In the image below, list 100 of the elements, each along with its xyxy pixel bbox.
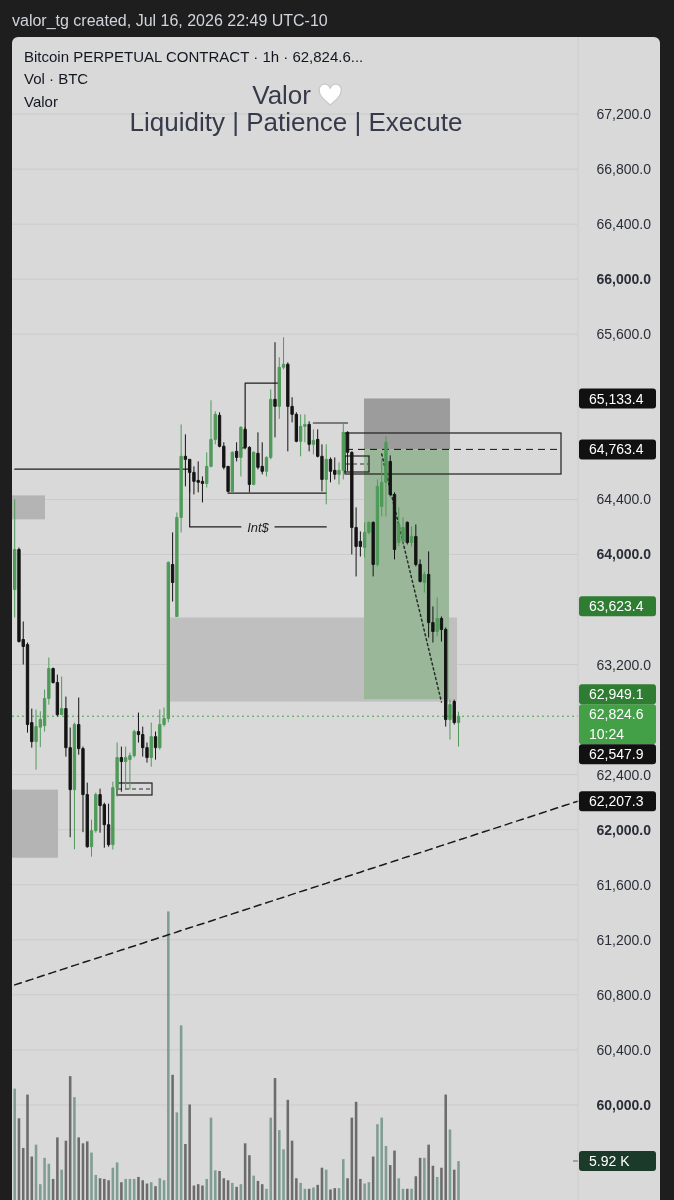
bar [141,1180,144,1200]
candlestick [456,711,461,748]
candlestick [341,421,345,480]
bar [85,1141,89,1200]
y-tick-label: 62,400.0 [596,766,652,783]
bar [171,1074,174,1200]
candlestick [405,520,409,545]
y-tick-label: 64,400.0 [596,491,652,508]
bar [26,1094,29,1200]
bar [60,1169,63,1200]
candlestick [397,506,401,547]
bar [406,1188,409,1200]
bar [410,1188,413,1200]
ref-line-label: 64,763.4 [589,441,644,458]
candlestick [256,431,260,470]
candlestick [298,413,303,457]
bar [346,1178,349,1200]
bar [457,1161,460,1200]
bar [329,1189,332,1200]
y-tick-label: 66,800.0 [596,161,652,178]
text: 65,133.4 [589,390,644,407]
bar [312,1187,315,1200]
candlestick [123,746,128,791]
candlestick [59,676,64,716]
y-tick-label: 60,800.0 [596,986,652,1003]
bar [359,1178,362,1200]
bar [90,1152,93,1200]
bar [299,1182,302,1200]
candlestick [153,731,158,761]
candlestick [362,521,367,558]
candlestick [333,456,337,480]
bar [124,1178,127,1200]
bar [427,1144,430,1200]
bar [423,1157,426,1200]
bar [295,1178,298,1200]
bar [363,1183,366,1200]
annotation: Valor [252,80,312,110]
bar [77,1137,80,1200]
bar [107,1180,110,1200]
bar [43,1157,46,1200]
candlestick [230,450,235,493]
candlestick [384,435,388,517]
y-tick-label: 61,600.0 [596,876,652,893]
bar [213,1170,217,1200]
annotation: Int$ [247,519,270,535]
y-tick-label: 65,600.0 [596,326,652,343]
y-tick-label: 66,400.0 [596,216,652,233]
y-tick-label: 64,000.0 [596,546,652,563]
candlestick [149,722,153,768]
candlestick [119,746,124,793]
candlestick [371,520,375,577]
bar [248,1155,251,1200]
candlestick [234,441,239,462]
text: Bitcoin PERPETUAL CONTRACT · 1h · 62,824.6... [24,47,364,65]
candlestick [286,361,290,452]
candlestick [239,425,243,477]
bar [167,911,170,1200]
line-series [380,453,443,703]
text: 62,949.1 [589,686,644,703]
candlestick [13,498,17,618]
candlestick [422,571,427,593]
y-tick-label: 63,200.0 [596,656,652,673]
bar [397,1178,401,1200]
candlestick [324,443,328,505]
ref-line-label: 62,824.6 [589,706,644,723]
candlestick [435,597,439,637]
candlestick [166,560,170,723]
bar [137,1176,140,1200]
candlestick [328,456,333,483]
text: 63,623.4 [589,598,644,615]
bar [231,1182,234,1200]
bar [316,1184,319,1200]
y-tick-label: 62,000.0 [596,821,652,838]
candlestick [252,450,256,486]
annotation: Valor [24,92,58,110]
candlestick [34,709,38,771]
bar [205,1178,209,1200]
bar [103,1178,106,1200]
y-tick-label: 60,000.0 [596,1096,652,1113]
y-tick-label: 61,200.0 [596,931,652,948]
candlestick [448,699,452,741]
y-tick-label: 60,400.0 [596,1041,652,1058]
bar [235,1186,238,1200]
bar [393,1150,396,1200]
y2-tick-label: 5.92 K [589,1152,631,1169]
candlestick [106,803,111,848]
bar [73,1097,76,1200]
bar [120,1182,123,1200]
candlestick [426,550,431,639]
annotation: Liquidity | Patience | Execute [129,107,463,137]
text: 62,547.9 [589,746,644,763]
text: 10:24 [589,726,625,743]
candlestick [311,428,316,455]
bar [380,1117,383,1200]
text: valor_tg created, Jul 16, 2026 22:49 UTC-10 [12,11,328,30]
bar [278,1130,281,1200]
candlestick [307,420,311,452]
line-series [13,800,579,986]
bar [444,1094,447,1200]
y-tick-label: 67,200.0 [596,106,652,123]
